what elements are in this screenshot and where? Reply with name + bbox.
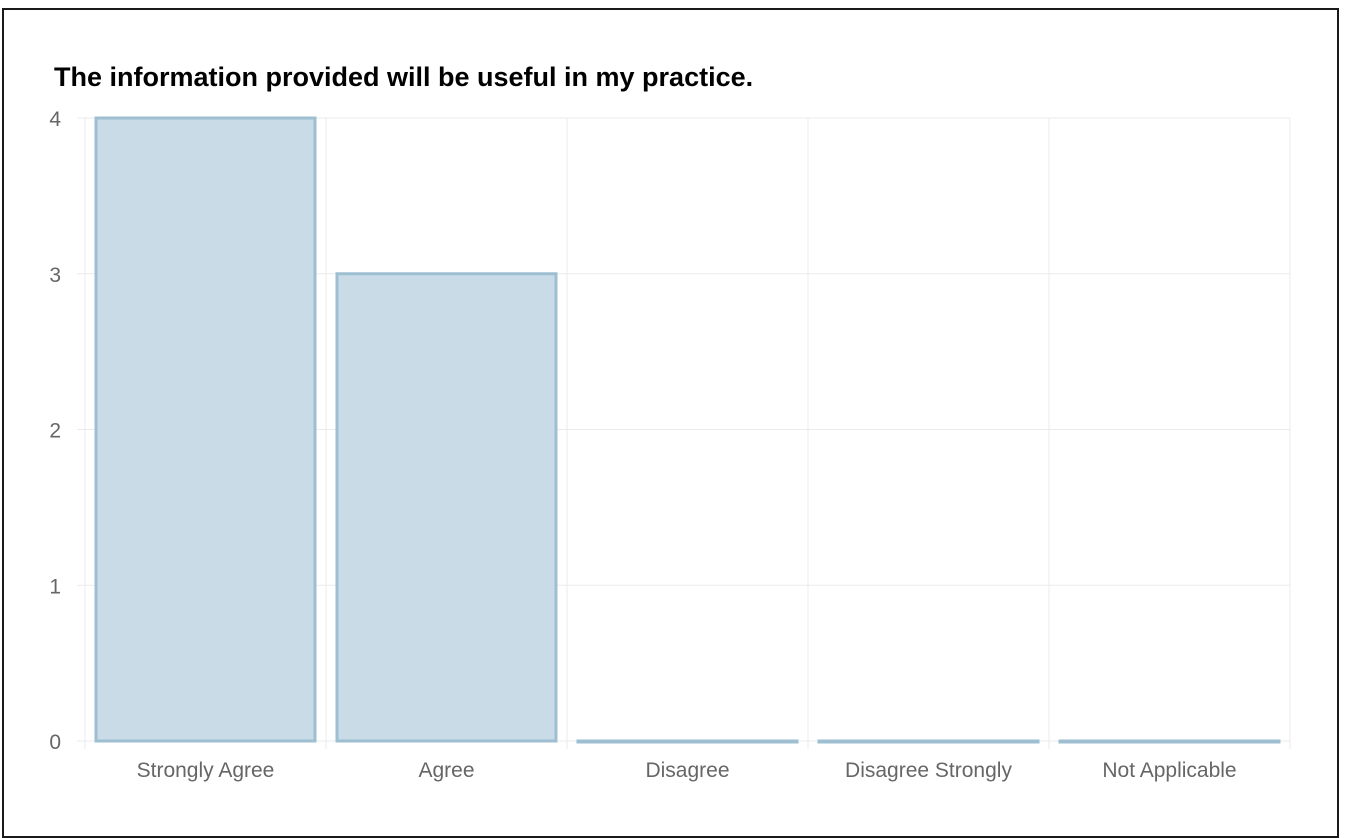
bar-not-applicable bbox=[1058, 739, 1281, 744]
y-tick-label: 3 bbox=[49, 264, 61, 287]
x-tick-label: Disagree bbox=[645, 759, 729, 782]
x-tick-label: Disagree Strongly bbox=[845, 759, 1012, 782]
bars bbox=[94, 116, 1281, 744]
bar-disagree-strongly bbox=[817, 739, 1040, 744]
y-tick-label: 0 bbox=[49, 731, 61, 754]
chart-title: The information provided will be useful … bbox=[54, 62, 754, 92]
grid-lines bbox=[77, 117, 1291, 749]
x-tick-label: Agree bbox=[418, 759, 474, 782]
x-tick-label: Not Applicable bbox=[1102, 759, 1236, 782]
y-tick-label: 1 bbox=[49, 575, 61, 598]
y-tick-label: 4 bbox=[49, 108, 61, 131]
x-axis-ticks: Strongly Agree Agree Disagree Disagree Stro… bbox=[137, 759, 1237, 782]
bar-strongly-agree bbox=[94, 116, 317, 743]
y-tick-label: 2 bbox=[49, 420, 61, 443]
bar-agree bbox=[335, 272, 558, 743]
bar-disagree bbox=[576, 739, 799, 744]
y-axis-ticks: 0 1 2 3 4 bbox=[49, 108, 61, 754]
x-tick-label: Strongly Agree bbox=[137, 759, 275, 782]
